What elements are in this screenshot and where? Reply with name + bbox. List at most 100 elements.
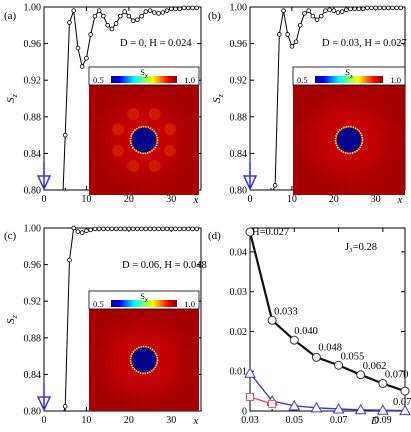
data-point <box>272 183 278 188</box>
point-label: 0.079 <box>393 397 411 408</box>
colorbar-min-label: 0.5 <box>93 299 104 309</box>
y-tick-label: 1.00 <box>24 224 42 235</box>
y-axis-label: Sz <box>5 93 19 103</box>
data-point <box>194 226 200 232</box>
data-point <box>147 8 153 13</box>
y-tick-label: 0.80 <box>24 407 42 418</box>
data-point <box>190 5 195 11</box>
data-point <box>92 13 98 19</box>
data-point <box>364 5 370 11</box>
data-point <box>147 226 153 232</box>
data-point <box>152 10 157 15</box>
y-tick-label: 0.02 <box>230 327 248 338</box>
data-point <box>118 13 123 19</box>
x-axis-label: x <box>193 415 199 427</box>
data-point <box>113 21 119 26</box>
panel-label: (c) <box>4 230 17 242</box>
data-point <box>96 8 102 13</box>
data-point <box>377 404 389 415</box>
data-point <box>143 226 149 232</box>
y-tick-label: 0 <box>242 407 247 418</box>
x-tick-label: 30 <box>371 194 381 205</box>
arrow-head-icon <box>242 175 258 191</box>
data-point <box>88 227 93 233</box>
data-point <box>181 5 187 11</box>
data-point <box>245 227 255 237</box>
panel-c: 0.80 0.84 0.88 0.92 0.96 1.00 0 10 20 30 x Sz 0.5 1.0… <box>4 224 207 428</box>
plot-frame <box>249 227 406 412</box>
y-tick-label: 1.00 <box>230 3 248 14</box>
data-point <box>105 226 110 232</box>
panel-a: 0.80 0.84 0.88 0.92 0.96 1.00 0 10 20 30 x Sz 0.5 1.0… <box>4 3 202 206</box>
data-point <box>139 226 144 232</box>
data-point <box>79 230 85 235</box>
data-point <box>62 404 68 409</box>
data-point <box>281 8 286 13</box>
data-point <box>356 370 366 380</box>
arrow-head-icon <box>36 396 52 412</box>
data-point <box>160 226 166 232</box>
data-point <box>113 226 119 232</box>
x-axis-label: x <box>397 194 403 206</box>
data-point <box>344 7 349 13</box>
y-tick-label: 0.04 <box>230 247 248 258</box>
data-point <box>323 8 328 13</box>
data-point <box>297 22 303 28</box>
y-tick-label: 0.96 <box>24 39 42 50</box>
y-tick-label: 0.96 <box>230 39 248 50</box>
data-point <box>332 402 345 414</box>
data-point <box>390 5 395 11</box>
data-point <box>377 5 383 11</box>
data-point <box>311 352 321 362</box>
data-point <box>373 5 378 11</box>
x-tick-label: 0 <box>42 415 47 426</box>
data-point <box>314 17 320 23</box>
x-tick-label: 0.05 <box>286 415 304 426</box>
skyrmion-ring <box>334 125 364 155</box>
data-point <box>348 6 353 12</box>
panel-label: (b) <box>208 10 221 22</box>
skyrmion-core <box>336 127 362 153</box>
y-tick-label: 0.92 <box>230 76 248 87</box>
skyrmion-core <box>131 347 157 373</box>
data-point <box>339 9 345 14</box>
data-point <box>139 13 144 19</box>
parameter-annotation: D = 0.06, H = 0.048 <box>122 260 207 271</box>
parameter-annotation: D = 0, H = 0.024 <box>120 38 192 49</box>
colorbar-min-label: 0.5 <box>93 75 104 85</box>
data-point <box>88 32 93 37</box>
data-point <box>360 6 366 12</box>
data-point <box>394 5 399 11</box>
data-point <box>109 26 115 32</box>
data-point <box>267 315 277 325</box>
panel-label: (d) <box>208 230 221 242</box>
data-point <box>352 6 358 12</box>
parameter-annotation: D = 0.03, H = 0.027 <box>322 38 407 49</box>
data-point <box>168 226 174 232</box>
data-point <box>122 226 127 232</box>
y-tick-label: 0.01 <box>230 367 248 378</box>
data-point <box>177 226 183 232</box>
data-point <box>62 132 68 138</box>
data-point <box>399 404 411 416</box>
colorbar-max-label: 1.0 <box>184 75 195 85</box>
y-tick-label: 0.92 <box>24 297 42 308</box>
colorbar-title: Sz <box>140 67 148 80</box>
data-point <box>398 5 404 11</box>
data-point <box>164 226 170 232</box>
data-point <box>105 22 110 28</box>
data-point <box>92 226 98 232</box>
x-tick-label: 10 <box>287 194 297 205</box>
x-tick-label: 30 <box>166 415 176 426</box>
x-axis-label: D <box>370 415 379 427</box>
data-point <box>118 226 123 232</box>
y-axis-label: Sz <box>5 314 19 324</box>
data-point <box>135 17 140 23</box>
y-axis-label: Sz <box>211 93 225 103</box>
data-point <box>293 39 299 45</box>
data-point <box>101 226 106 232</box>
data-point <box>101 13 106 19</box>
panel-label: (a) <box>4 10 17 22</box>
data-point <box>289 335 299 345</box>
